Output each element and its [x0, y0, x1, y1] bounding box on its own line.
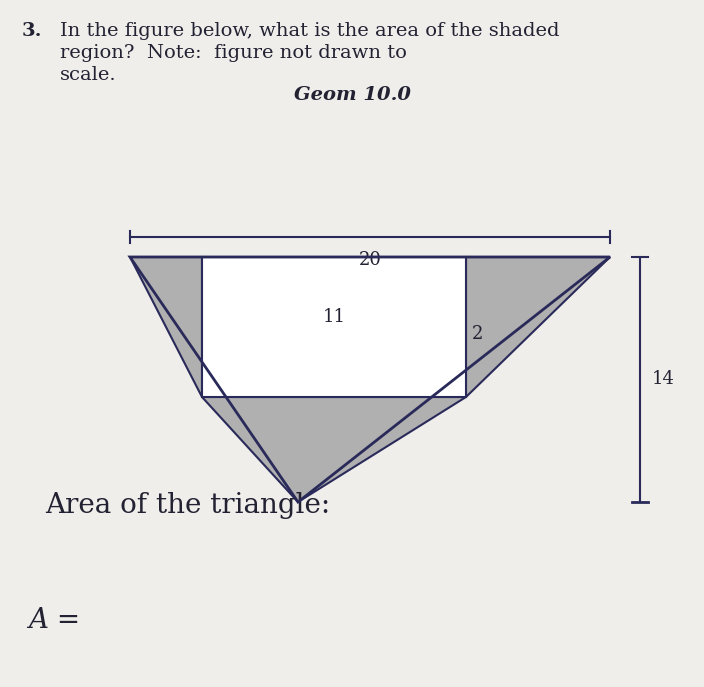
Text: 14: 14 [652, 370, 675, 389]
Polygon shape [130, 257, 202, 397]
Text: 3.: 3. [22, 22, 42, 40]
Text: region?  Note:  figure not drawn to: region? Note: figure not drawn to [60, 44, 407, 62]
Text: scale.: scale. [60, 66, 117, 84]
Polygon shape [202, 397, 466, 502]
Text: 11: 11 [322, 308, 346, 326]
Text: Geom 10.0: Geom 10.0 [294, 86, 410, 104]
Text: 20: 20 [358, 251, 382, 269]
Text: 2: 2 [472, 325, 484, 343]
Polygon shape [466, 257, 610, 397]
Text: Area of the triangle:: Area of the triangle: [45, 492, 330, 519]
Polygon shape [202, 257, 466, 397]
Text: A =: A = [28, 607, 80, 634]
Text: In the figure below, what is the area of the shaded: In the figure below, what is the area of… [60, 22, 560, 40]
